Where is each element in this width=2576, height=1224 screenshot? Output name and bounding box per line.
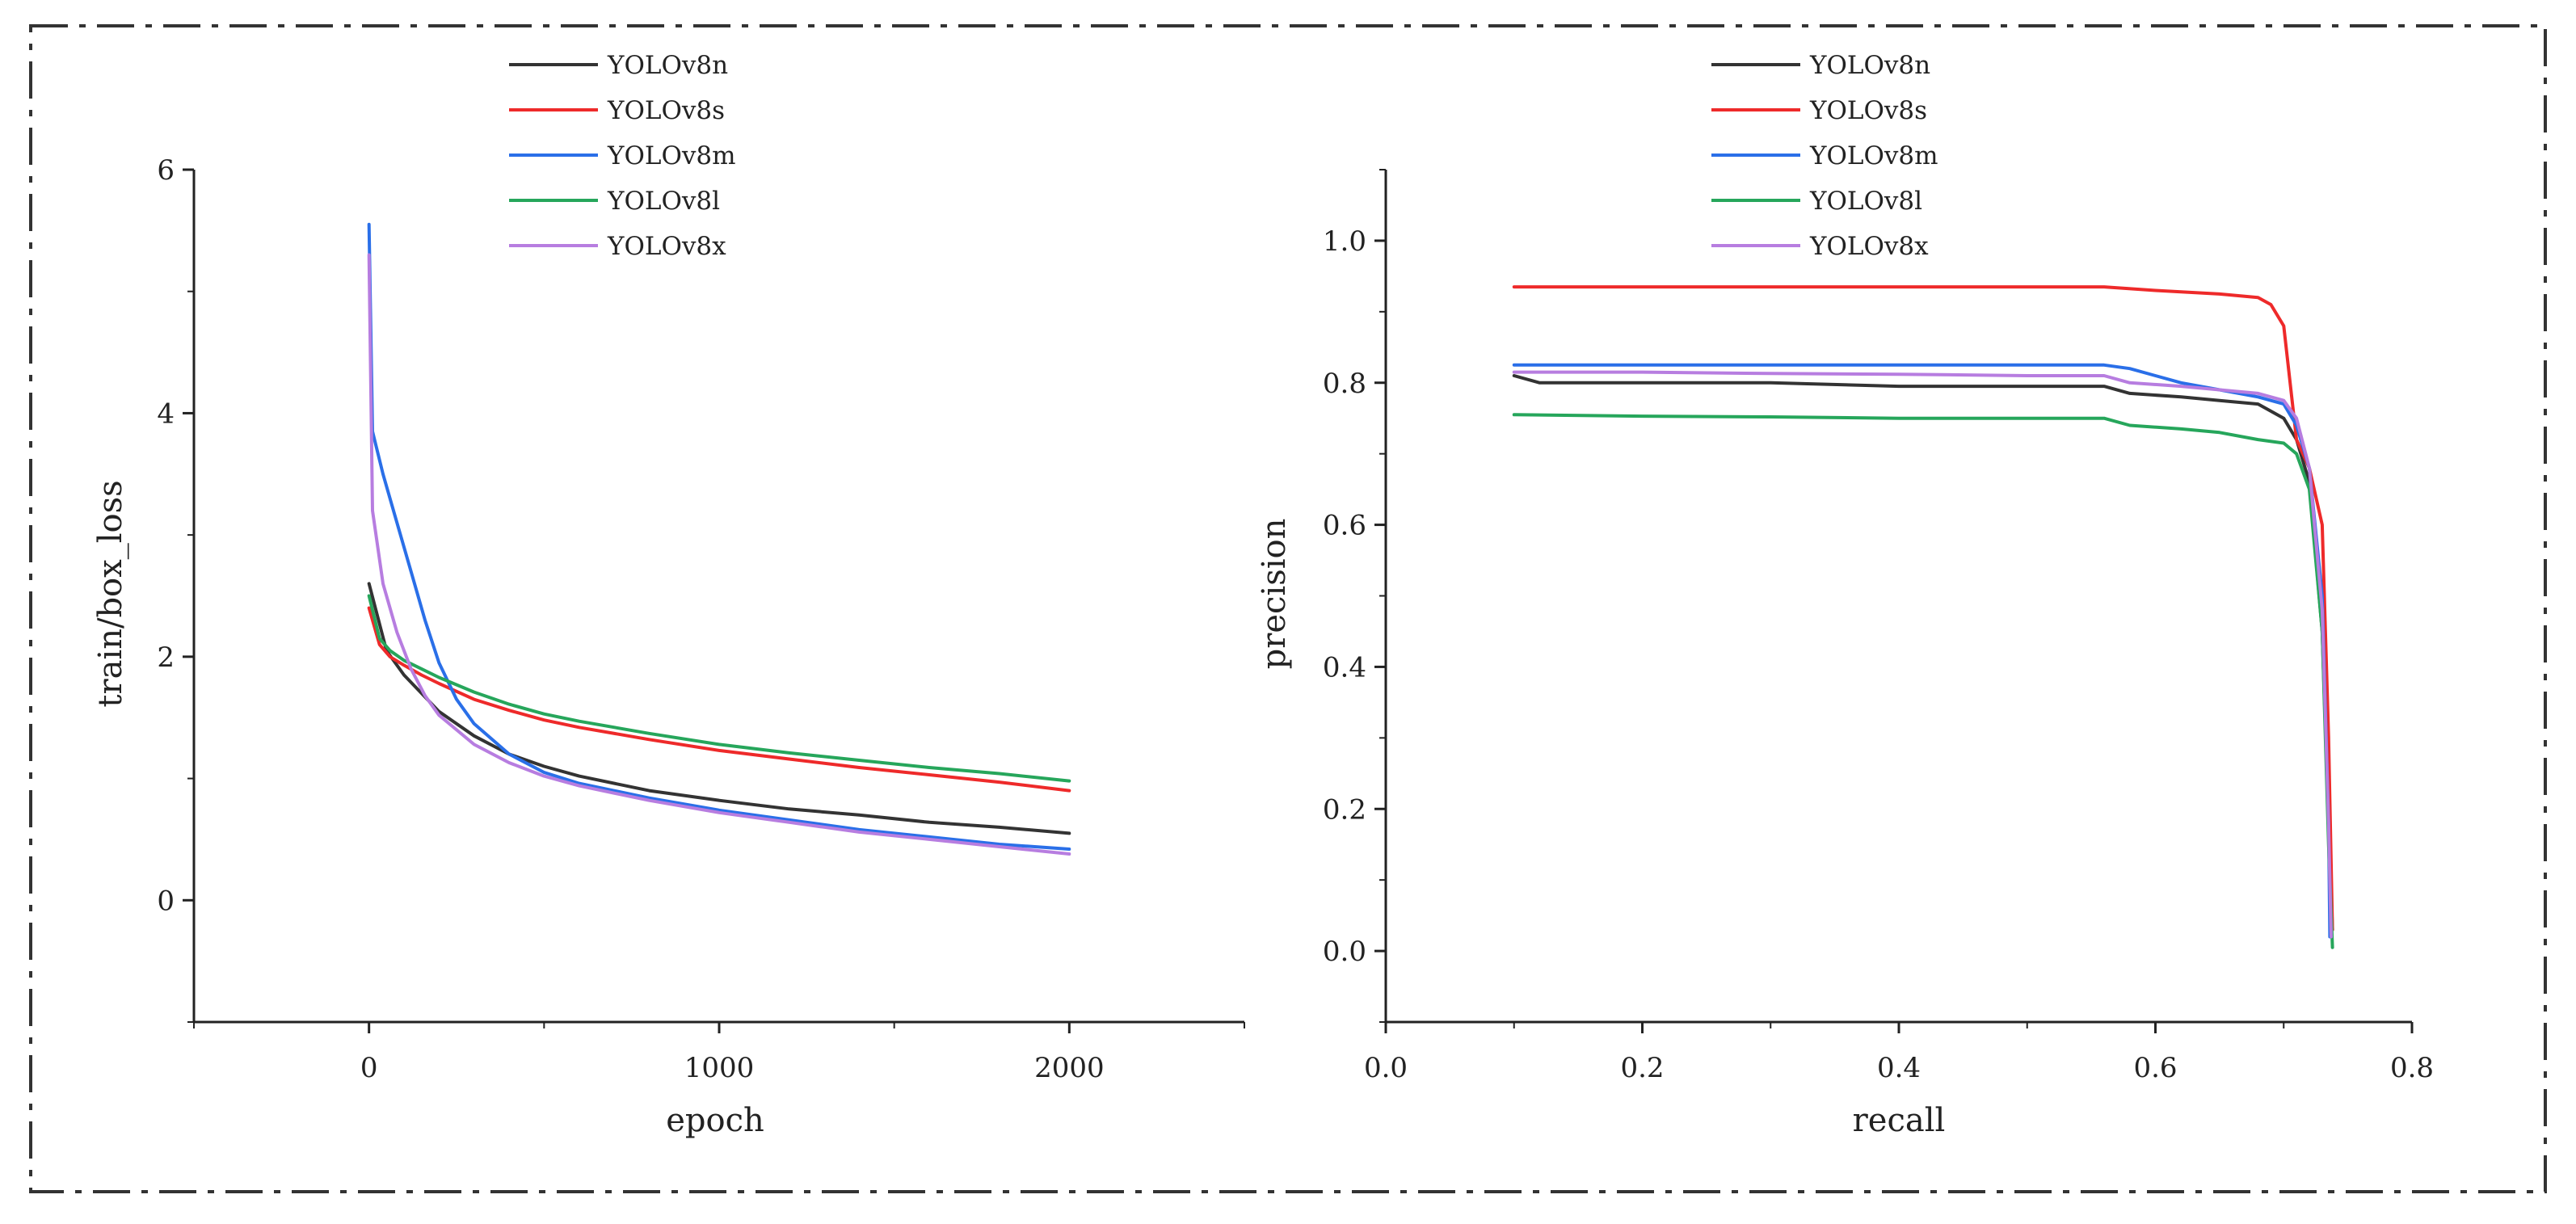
- series-line-yolov8l: [1512, 413, 2334, 949]
- y-tick-label: 6: [157, 154, 175, 187]
- y-tick-label: 0: [157, 885, 175, 917]
- legend-label-yolov8l: YOLOv8l: [1809, 187, 1922, 216]
- x-tick-label: 0.6: [2133, 1052, 2177, 1084]
- x-tick-label: 0: [360, 1052, 378, 1084]
- y-tick-label: 0.2: [1323, 793, 1366, 826]
- y-axis-title: train/box_loss: [92, 480, 129, 707]
- legend-label-yolov8m: YOLOv8m: [1809, 141, 1938, 170]
- legend-label-yolov8n: YOLOv8n: [1809, 51, 1930, 80]
- x-axis-title: recall: [1853, 1102, 1946, 1139]
- x-tick-label: 0.0: [1364, 1052, 1408, 1084]
- x-tick-label: 0.4: [1877, 1052, 1921, 1084]
- y-tick-label: 0.4: [1323, 651, 1366, 684]
- series-line-yolov8n: [367, 582, 1071, 835]
- y-tick-label: 4: [157, 397, 175, 430]
- legend-label-yolov8m: YOLOv8m: [607, 141, 736, 170]
- precision-recall-chart: 0.0 0.2 0.4 0.6 0.8 1.0 0.0 0.2 0.4 0.6 0.8 recall p…: [1256, 51, 2434, 1139]
- series-line-yolov8s: [367, 606, 1071, 793]
- box-loss-chart: 0 2 4 6 0 1000 2000 epoch train/box_loss YOLOv8n Y…: [92, 51, 1245, 1139]
- series-line-yolov8x: [1512, 370, 2333, 939]
- x-tick-label: 1000: [684, 1052, 755, 1084]
- y-tick-label: 0.6: [1323, 510, 1366, 542]
- legend-label-yolov8n: YOLOv8n: [607, 51, 728, 80]
- series-line-yolov8x: [367, 253, 1071, 856]
- series-line-yolov8n: [1512, 374, 2334, 932]
- series-line-yolov8m: [367, 222, 1071, 851]
- series-line-yolov8m: [1512, 363, 2332, 939]
- y-tick-label: 0.8: [1323, 368, 1366, 400]
- legend-label-yolov8x: YOLOv8x: [607, 232, 726, 261]
- y-tick-label: 0.0: [1323, 936, 1366, 968]
- series-line-yolov8l: [367, 594, 1071, 783]
- legend-label-yolov8l: YOLOv8l: [607, 187, 720, 216]
- y-tick-label: 1.0: [1323, 225, 1366, 258]
- legend-label-yolov8s: YOLOv8s: [607, 96, 725, 125]
- legend-label-yolov8x: YOLOv8x: [1809, 232, 1929, 261]
- series-line-yolov8s: [1512, 285, 2334, 932]
- y-axis-title: precision: [1256, 519, 1293, 670]
- x-axis-title: epoch: [666, 1102, 764, 1139]
- y-tick-label: 2: [157, 641, 175, 674]
- x-tick-label: 2000: [1034, 1052, 1105, 1084]
- legend-label-yolov8s: YOLOv8s: [1809, 96, 1927, 125]
- dash-dot-frame: [29, 24, 2547, 1193]
- x-tick-label: 0.2: [1620, 1052, 1664, 1084]
- x-tick-label: 0.8: [2390, 1052, 2434, 1084]
